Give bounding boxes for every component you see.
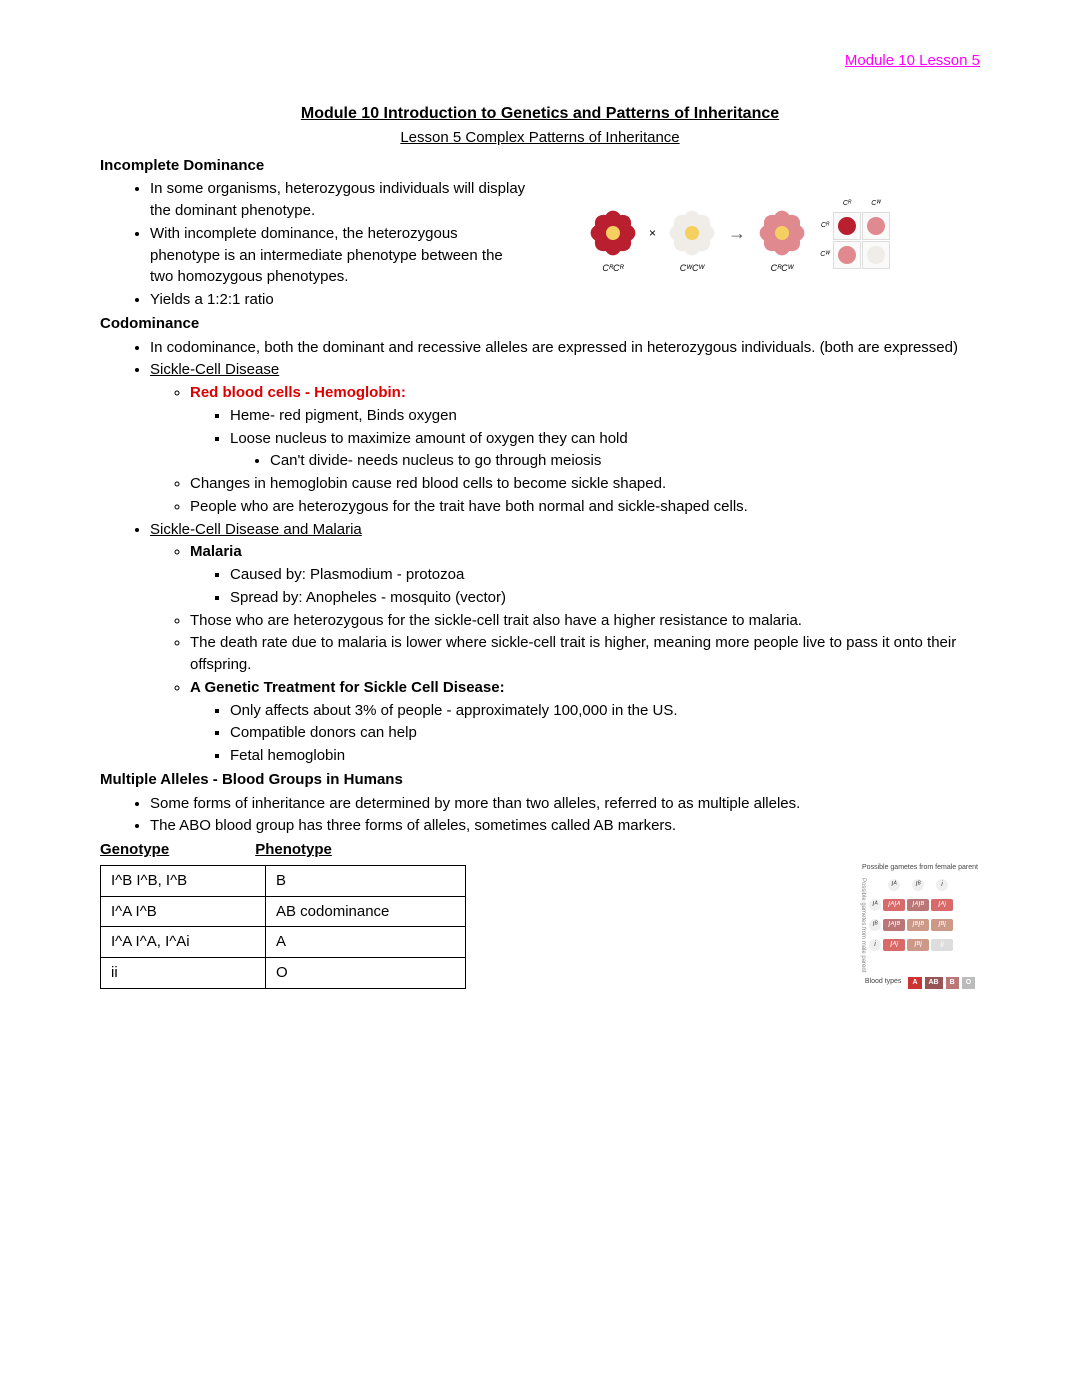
table-row: iiO bbox=[101, 958, 466, 989]
list-item: Yields a 1:2:1 ratio bbox=[150, 289, 980, 311]
flower-pink: CᴿCᵂ bbox=[754, 205, 810, 261]
list-item: The death rate due to malaria is lower w… bbox=[190, 632, 980, 676]
section-multiple: Multiple Alleles - Blood Groups in Human… bbox=[100, 769, 980, 791]
table-row: I^A I^BAB codominance bbox=[101, 896, 466, 927]
flower-red: CᴿCᴿ bbox=[585, 205, 641, 261]
cross-symbol: × bbox=[649, 225, 656, 242]
blood-table: I^B I^B, I^BBI^A I^BAB codominanceI^A I^… bbox=[100, 865, 466, 989]
list-item: Sickle-Cell Disease and Malaria Malaria … bbox=[150, 519, 980, 767]
list-item: Can't divide- needs nucleus to go throug… bbox=[270, 450, 980, 472]
list-item: Spread by: Anopheles - mosquito (vector) bbox=[230, 587, 980, 609]
list-item: Sickle-Cell Disease Red blood cells - He… bbox=[150, 359, 980, 517]
flower-diagram: CᴿCᴿ × CᵂCᵂ → CᴿCᵂ CᴿCᵂCᴿCᵂ bbox=[585, 178, 985, 288]
flower-white: CᵂCᵂ bbox=[664, 205, 720, 261]
list-item: Loose nucleus to maximize amount of oxyg… bbox=[230, 428, 980, 473]
list-item: Those who are heterozygous for the sickl… bbox=[190, 610, 980, 632]
table-row: I^B I^B, I^BB bbox=[101, 865, 466, 896]
blood-type-diagram: Possible gametes from female parent Poss… bbox=[855, 863, 985, 989]
list-item: With incomplete dominance, the heterozyg… bbox=[150, 223, 530, 288]
section-incomplete: Incomplete Dominance bbox=[100, 155, 980, 177]
list-item: Caused by: Plasmodium - protozoa bbox=[230, 564, 980, 586]
table-header-genotype: Genotype bbox=[100, 839, 169, 861]
list-item: Fetal hemoglobin bbox=[230, 745, 980, 767]
punnett-square: CᴿCᵂCᴿCᵂ bbox=[818, 197, 890, 269]
list-item: Changes in hemoglobin cause red blood ce… bbox=[190, 473, 980, 495]
list-item: Some forms of inheritance are determined… bbox=[150, 793, 890, 815]
list-item: In codominance, both the dominant and re… bbox=[150, 337, 980, 359]
section-codominance: Codominance bbox=[100, 313, 980, 335]
list-item: A Genetic Treatment for Sickle Cell Dise… bbox=[190, 677, 980, 767]
list-item: In some organisms, heterozygous individu… bbox=[150, 178, 530, 222]
table-header-phenotype: Phenotype bbox=[255, 839, 332, 861]
list-item: Heme- red pigment, Binds oxygen bbox=[230, 405, 980, 427]
list-item: The ABO blood group has three forms of a… bbox=[150, 815, 890, 837]
table-row: I^A I^A, I^AiA bbox=[101, 927, 466, 958]
list-item: Only affects about 3% of people - approx… bbox=[230, 700, 980, 722]
arrow-icon: → bbox=[728, 220, 746, 246]
list-item: Malaria Caused by: Plasmodium - protozoa… bbox=[190, 541, 980, 608]
list-item: People who are heterozygous for the trai… bbox=[190, 496, 980, 518]
page-title: Module 10 Introduction to Genetics and P… bbox=[100, 102, 980, 125]
header-link[interactable]: Module 10 Lesson 5 bbox=[100, 50, 980, 72]
list-item: Compatible donors can help bbox=[230, 722, 980, 744]
list-item: Red blood cells - Hemoglobin: Heme- red … bbox=[190, 382, 980, 472]
page-subtitle: Lesson 5 Complex Patterns of Inheritance bbox=[100, 127, 980, 149]
